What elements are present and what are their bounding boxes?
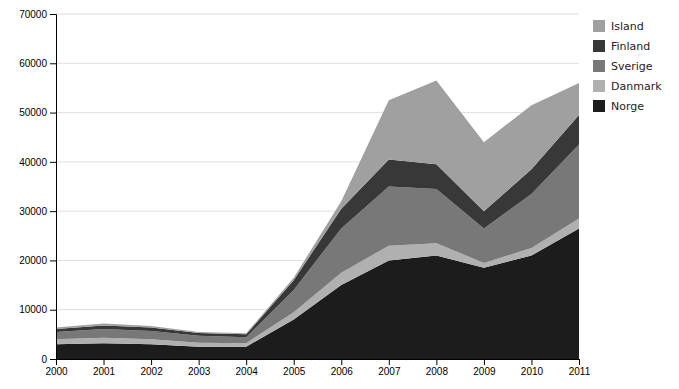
tick-mark xyxy=(531,359,532,365)
tick-label: 2005 xyxy=(283,366,306,377)
tick: 60000 xyxy=(19,58,56,69)
tick: 2001 xyxy=(93,359,116,377)
tick: 2005 xyxy=(283,359,306,377)
legend-label: Island xyxy=(611,20,644,33)
tick-mark xyxy=(436,359,437,365)
chart: 2000 2001 2002 2003 2004 2005 2006 2007 2008 2009… xyxy=(0,0,679,389)
grid xyxy=(56,14,579,359)
tick-mark xyxy=(341,359,342,365)
plot: 2000 2001 2002 2003 2004 2005 2006 2007 2008 2009… xyxy=(19,9,590,377)
tick-label: 2009 xyxy=(473,366,496,377)
tick-label: 2000 xyxy=(45,366,68,377)
legend: Island Finland Sverige Danmark Norge xyxy=(593,20,662,113)
tick-label: 2008 xyxy=(426,366,449,377)
tick-mark xyxy=(246,359,247,365)
legend-swatch xyxy=(593,60,605,72)
tick-label: 20000 xyxy=(19,255,47,266)
tick: 2003 xyxy=(188,359,211,377)
tick-label: 40000 xyxy=(19,157,47,168)
tick-mark xyxy=(104,359,105,365)
legend-swatch xyxy=(593,80,605,92)
legend-item: Finland xyxy=(593,40,650,53)
tick-mark xyxy=(50,359,56,360)
x-axis: 2000 2001 2002 2003 2004 2005 2006 2007 2008 2009… xyxy=(45,359,590,377)
legend-swatch xyxy=(593,100,605,112)
grid-line xyxy=(56,14,579,15)
legend-label: Danmark xyxy=(611,80,662,93)
tick-label: 2011 xyxy=(569,366,591,377)
area xyxy=(56,81,579,335)
tick: 70000 xyxy=(19,9,56,20)
tick-mark xyxy=(199,359,200,365)
tick: 2011 xyxy=(569,359,591,377)
areas xyxy=(56,81,579,359)
tick-mark xyxy=(50,211,56,212)
legend-item: Sverige xyxy=(593,60,653,73)
tick-mark xyxy=(389,359,390,365)
tick: 30000 xyxy=(19,206,56,217)
tick-label: 10000 xyxy=(19,304,47,315)
tick: 2010 xyxy=(521,359,544,377)
tick-label: 70000 xyxy=(19,9,47,20)
tick: 2006 xyxy=(331,359,354,377)
legend-swatch xyxy=(593,20,605,32)
tick-mark xyxy=(151,359,152,365)
legend-label: Sverige xyxy=(611,60,653,73)
tick-mark xyxy=(294,359,295,365)
tick-label: 2007 xyxy=(378,366,401,377)
tick: 2009 xyxy=(473,359,496,377)
axis-domain xyxy=(50,15,57,360)
grid-line xyxy=(56,63,579,64)
axis-domain xyxy=(57,360,580,366)
tick: 2002 xyxy=(140,359,163,377)
tick: 0 xyxy=(41,354,56,365)
tick-label: 60000 xyxy=(19,58,47,69)
legend-label: Norge xyxy=(611,100,644,113)
tick-mark xyxy=(50,113,56,114)
tick-label: 0 xyxy=(41,354,47,365)
tick: 2004 xyxy=(236,359,259,377)
tick-label: 2002 xyxy=(140,366,163,377)
grid-line xyxy=(56,112,579,113)
tick-label: 30000 xyxy=(19,206,47,217)
tick-label: 2003 xyxy=(188,366,211,377)
tick-mark xyxy=(50,14,56,15)
legend-item: Norge xyxy=(593,100,644,113)
tick-mark xyxy=(484,359,485,365)
y-axis: 0 10000 20000 30000 40000 50000 60000 70000 xyxy=(19,9,56,365)
legend-item: Danmark xyxy=(593,80,662,93)
tick-mark xyxy=(50,260,56,261)
legend-label: Finland xyxy=(611,40,650,53)
tick: 10000 xyxy=(19,304,56,315)
tick: 50000 xyxy=(19,107,56,118)
tick-label: 2006 xyxy=(331,366,354,377)
tick-label: 2010 xyxy=(521,366,544,377)
tick: 2000 xyxy=(45,359,68,377)
legend-item: Island xyxy=(593,20,644,33)
tick-label: 2004 xyxy=(236,366,259,377)
tick: 2007 xyxy=(378,359,401,377)
tick: 2008 xyxy=(426,359,449,377)
tick: 20000 xyxy=(19,255,56,266)
tick-mark xyxy=(50,162,56,163)
tick-label: 50000 xyxy=(19,107,47,118)
tick: 40000 xyxy=(19,157,56,168)
tick-label: 2001 xyxy=(93,366,116,377)
tick-mark xyxy=(579,359,580,365)
tick-mark xyxy=(50,63,56,64)
tick-mark xyxy=(50,310,56,311)
legend-swatch xyxy=(593,40,605,52)
